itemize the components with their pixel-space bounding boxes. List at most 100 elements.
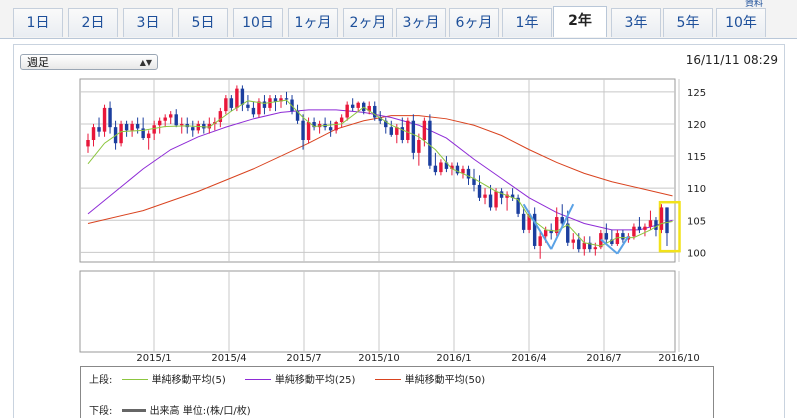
annotation-line [550, 203, 575, 250]
candle-body [632, 226, 636, 237]
candle-body [180, 123, 184, 126]
candle-body [146, 133, 151, 139]
tab-period[interactable]: 3ヶ月 [396, 8, 446, 37]
candle-body [246, 104, 250, 108]
candle-body [659, 207, 664, 230]
legend-ma25-label: 単純移動平均(25) [274, 375, 356, 386]
candle-body [356, 102, 360, 108]
candle-body [610, 239, 614, 245]
candle-body [615, 233, 620, 245]
chart-legend: 上段: 単純移動平均(5) 単純移動平均(25) 単純移動平均(50) 下段: … [80, 366, 714, 418]
candle-body [654, 220, 658, 230]
candle-body [373, 105, 377, 118]
tab-period[interactable]: 3日 [123, 8, 173, 37]
x-tick-label: 2015/1 [136, 353, 171, 364]
candle-body [124, 123, 129, 131]
candle-body [577, 239, 581, 250]
candle-body [483, 194, 487, 198]
x-tick-label: 2015/10 [358, 353, 400, 364]
candle-body [251, 107, 256, 115]
candle-body [229, 98, 234, 108]
candle-body [516, 197, 520, 214]
tab-period[interactable]: 1年 [502, 8, 552, 37]
candle-body [339, 117, 344, 123]
candle-body [395, 127, 399, 135]
candle-body [202, 123, 206, 129]
candle-body [240, 88, 245, 105]
candle-body [86, 140, 90, 147]
legend-ma5-label: 単純移動平均(5) [151, 375, 226, 386]
candle-body [301, 120, 305, 140]
ma25-line [87, 109, 673, 231]
candle-body [560, 217, 564, 224]
volume-plot-area [79, 270, 676, 353]
tab-period[interactable]: 5日 [178, 8, 228, 37]
tab-period[interactable]: 6ヶ月 [449, 8, 499, 37]
candle-body [130, 123, 134, 131]
candle-body [312, 122, 316, 128]
candle-body [417, 140, 421, 153]
candle-body [262, 101, 267, 108]
tab-period[interactable]: 2年 [553, 6, 607, 37]
tab-period[interactable]: 5年 [663, 8, 713, 37]
candle-body [400, 127, 405, 140]
tab-period[interactable]: 1日 [13, 8, 63, 37]
period-tab-bar: 1日 2日 3日 5日 10日 1ヶ月 2ヶ月 3ヶ月 6ヶ月 1年 2年 3年 5年 10年 資料 [0, 0, 797, 39]
candle-body [384, 120, 388, 128]
tab-period[interactable]: 2日 [68, 8, 118, 37]
tab-period[interactable]: 2ヶ月 [343, 8, 393, 37]
y-tick-label: 105 [687, 216, 706, 227]
period-select[interactable]: 週足 ▲▼ [20, 54, 158, 70]
candle-body [549, 229, 553, 234]
candle-body [235, 88, 239, 108]
candle-body [566, 223, 570, 243]
legend-upper-row: 上段: 単純移動平均(5) 単純移動平均(25) 単純移動平均(50) [89, 371, 485, 386]
candle-body [477, 184, 482, 198]
candle-body [191, 127, 195, 131]
candle-body [538, 236, 542, 246]
chart-datetime: 16/11/11 08:29 [685, 53, 778, 67]
candle-body [102, 107, 107, 132]
legend-upper-label: 上段: [89, 375, 113, 386]
candle-body [450, 165, 454, 169]
tab-period[interactable]: 10年 [716, 8, 766, 37]
candle-body [135, 123, 140, 129]
candle-body [588, 242, 592, 250]
candle-body [411, 120, 416, 153]
candle-body [643, 226, 647, 230]
candle-body [455, 165, 460, 174]
candle-body [306, 122, 311, 140]
candle-body [378, 117, 382, 121]
corner-link[interactable]: 資料 [745, 0, 764, 8]
candle-body [108, 107, 112, 128]
candle-body [604, 233, 609, 240]
candle-body [163, 117, 167, 121]
candle-body [389, 127, 393, 135]
candle-body [169, 114, 173, 118]
candle-body [295, 111, 300, 121]
candle-body [328, 127, 333, 131]
chevron-updown-icon: ▲▼ [139, 58, 152, 67]
candle-body [527, 213, 531, 230]
candle-body [406, 120, 410, 140]
price-plot-area [79, 78, 676, 263]
candle-body [157, 120, 162, 126]
tab-period[interactable]: 10日 [233, 8, 283, 37]
x-tick-label: 2016/10 [658, 353, 700, 364]
candle-body [472, 178, 476, 185]
ma5-line [87, 99, 673, 247]
annotation-line [616, 235, 630, 255]
tab-period[interactable]: 3年 [611, 8, 661, 37]
annotation-line [522, 203, 553, 250]
candle-body [218, 111, 223, 123]
legend-lower-label: 下段: [89, 406, 113, 417]
tab-period[interactable]: 1ヶ月 [288, 8, 338, 37]
legend-volume-label: 出来高 単位:(株/口/枚) [149, 406, 251, 417]
annotation-line [600, 238, 619, 255]
candle-body [543, 229, 548, 237]
candle-body [284, 98, 289, 100]
legend-ma50-swatch [374, 378, 401, 380]
candle-body [91, 127, 96, 140]
candle-body [521, 213, 526, 230]
